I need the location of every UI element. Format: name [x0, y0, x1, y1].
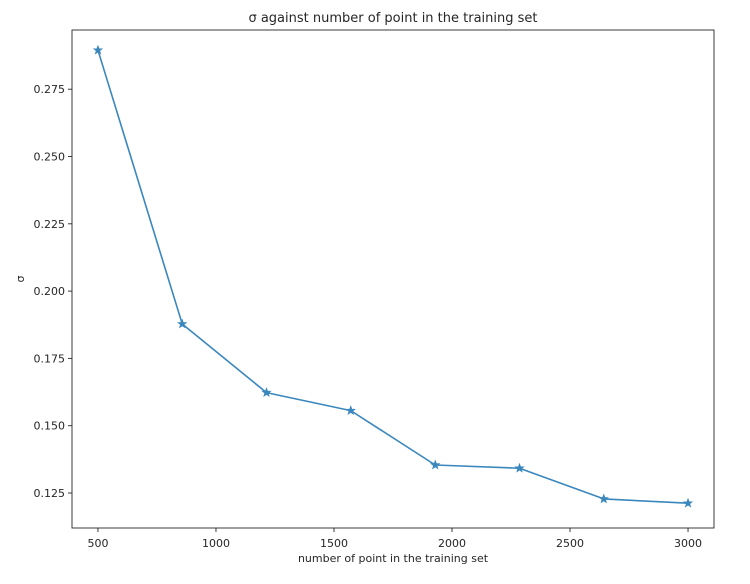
data-point-marker — [682, 497, 694, 508]
data-point-marker — [430, 459, 441, 470]
x-tick-label: 1000 — [202, 537, 230, 550]
series-line — [97, 49, 689, 505]
data-point-marker — [514, 462, 525, 473]
y-tick-label: 0.125 — [34, 487, 66, 500]
x-tick-label: 1500 — [320, 537, 348, 550]
x-tick-label: 2500 — [556, 537, 584, 550]
y-tick-label: 0.175 — [34, 352, 66, 365]
y-axis-label: σ — [14, 275, 27, 282]
plot-frame — [71, 29, 715, 529]
x-tick-label: 2000 — [438, 537, 466, 550]
chart-title: σ against number of point in the trainin… — [248, 11, 537, 26]
y-tick-label: 0.225 — [34, 218, 66, 231]
data-point-marker — [92, 44, 104, 55]
y-tick-label: 0.275 — [34, 83, 66, 96]
data-point-marker — [177, 318, 188, 329]
x-axis-label: number of point in the training set — [298, 552, 489, 565]
data-point-marker — [598, 493, 609, 504]
y-tick-label: 0.250 — [34, 151, 66, 164]
x-tick-label: 3000 — [674, 537, 702, 550]
data-point-marker — [345, 405, 356, 416]
y-tick-label: 0.200 — [34, 285, 66, 298]
data-point-marker — [261, 387, 272, 398]
y-tick-label: 0.150 — [34, 420, 66, 433]
x-tick-label: 500 — [87, 537, 108, 550]
